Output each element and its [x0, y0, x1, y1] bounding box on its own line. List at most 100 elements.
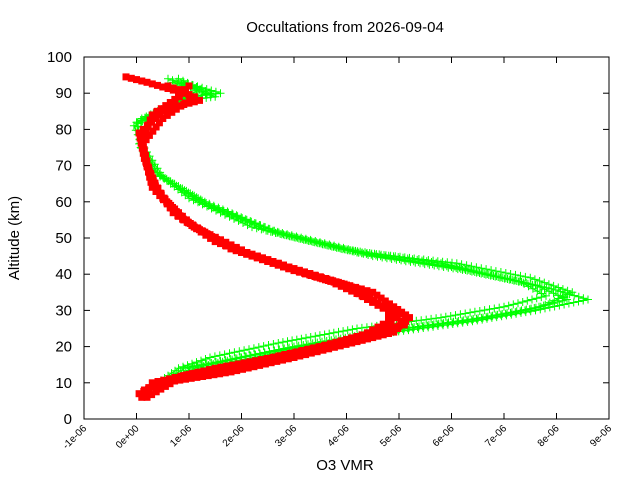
data-point: [200, 197, 209, 206]
data-point: [243, 249, 251, 256]
y-tick-label: 100: [47, 49, 72, 66]
data-point: [206, 91, 215, 100]
data-point: [374, 327, 382, 335]
data-point: [160, 174, 169, 183]
data-point: [422, 315, 431, 324]
data-point: [202, 85, 211, 94]
data-point: [379, 320, 387, 328]
data-point: [139, 138, 147, 146]
data-point: [207, 86, 216, 95]
data-point: [332, 278, 340, 286]
data-point: [216, 89, 225, 98]
data-point: [227, 243, 235, 251]
data-point: [232, 211, 241, 220]
data-point: [185, 82, 193, 90]
data-point: [415, 322, 423, 331]
data-point: [185, 91, 193, 99]
x-tick-label: 2e-06: [221, 423, 247, 449]
data-point: [218, 205, 227, 214]
data-point: [358, 336, 366, 344]
data-point: [519, 278, 528, 287]
data-point: [135, 390, 143, 398]
data-point: [144, 123, 152, 130]
data-point: [385, 307, 392, 315]
data-point: [163, 200, 171, 208]
data-point: [329, 328, 338, 337]
data-point: [527, 304, 536, 313]
data-point: [171, 96, 179, 104]
x-tick-label: 6e-06: [431, 423, 457, 449]
data-point: [196, 96, 203, 104]
data-point: [569, 298, 578, 307]
data-point: [273, 227, 282, 236]
data-point: [429, 320, 438, 329]
data-point: [327, 276, 335, 284]
data-point: [203, 230, 211, 238]
data-point: [299, 347, 307, 354]
data-point: [148, 379, 156, 387]
data-point: [444, 318, 453, 327]
data-point: [332, 338, 340, 346]
data-point: [437, 259, 445, 268]
data-point: [475, 307, 484, 315]
data-point: [285, 263, 293, 271]
y-tick-label: 40: [55, 266, 72, 283]
data-point: [197, 356, 205, 365]
data-point: [152, 123, 160, 131]
data-point: [149, 127, 157, 135]
data-point: [549, 281, 558, 290]
data-point: [215, 351, 224, 360]
data-point: [379, 326, 387, 334]
data-point: [169, 84, 177, 92]
data-point: [524, 282, 533, 291]
data-point: [490, 304, 499, 313]
data-point: [129, 121, 138, 130]
data-point: [235, 347, 244, 356]
data-point: [269, 340, 278, 348]
y-tick-label: 30: [55, 302, 72, 319]
data-point: [511, 270, 520, 279]
data-point: [274, 339, 283, 347]
data-point: [225, 363, 233, 371]
y-axis-label: Altitude (km): [6, 196, 23, 280]
data-point: [175, 93, 182, 101]
data-point: [344, 245, 353, 254]
data-point: [351, 287, 359, 295]
data-point: [480, 306, 489, 315]
data-point: [306, 333, 315, 341]
data-point: [432, 314, 441, 323]
data-point: [183, 361, 192, 370]
data-point: [336, 342, 344, 350]
data-point: [141, 153, 149, 161]
data-point: [190, 98, 198, 106]
data-point: [533, 287, 542, 296]
data-point: [202, 367, 210, 375]
data-point: [189, 221, 197, 229]
data-point: [133, 118, 142, 127]
data-point: [245, 345, 253, 354]
data-point: [495, 303, 504, 312]
data-point: [201, 355, 210, 363]
y-tick-label: 0: [64, 411, 72, 428]
data-point: [540, 278, 549, 287]
data-point: [353, 333, 361, 340]
data-point: [478, 315, 487, 324]
data-point: [559, 292, 568, 301]
data-point: [164, 82, 172, 90]
data-point: [255, 221, 264, 229]
data-point: [528, 295, 536, 304]
data-point: [139, 143, 147, 151]
data-point: [145, 168, 152, 176]
data-point: [156, 172, 165, 181]
data-point: [390, 323, 398, 331]
data-point: [348, 334, 356, 342]
data-point: [334, 327, 343, 336]
data-point: [385, 312, 392, 320]
data-point: [161, 382, 169, 390]
data-point: [377, 250, 386, 259]
data-point: [295, 266, 303, 274]
data-point: [434, 319, 443, 328]
data-point: [233, 367, 241, 375]
data-point: [222, 241, 230, 249]
data-point: [337, 279, 345, 287]
